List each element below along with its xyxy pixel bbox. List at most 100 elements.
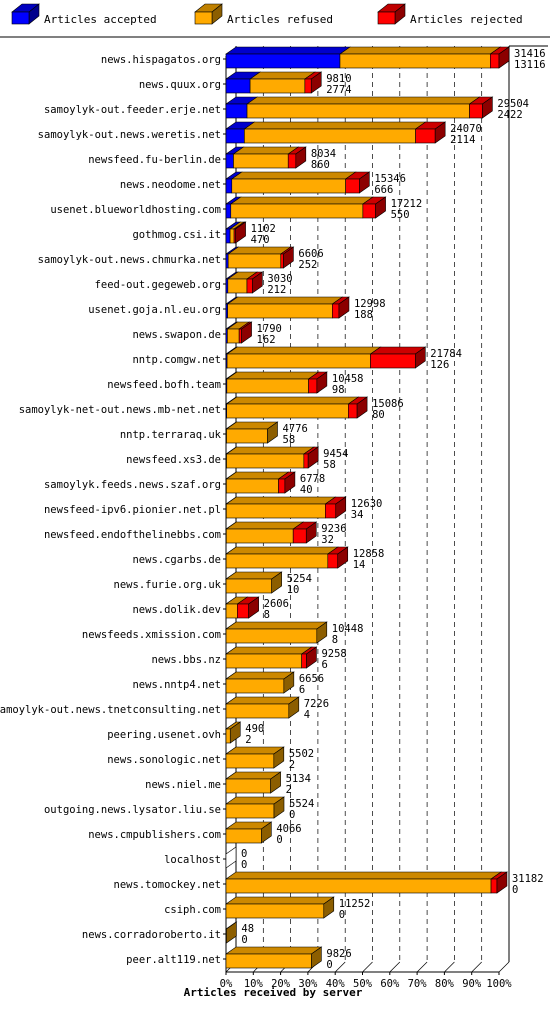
bar-segment <box>228 279 247 293</box>
bar-segment-top <box>340 47 500 54</box>
accepted-value-label: 0 <box>276 834 282 846</box>
grid-floor-line <box>390 962 400 972</box>
legend-item: Articles accepted <box>12 4 157 26</box>
legend-item: Articles refused <box>195 4 333 26</box>
bar-segment <box>226 629 317 643</box>
category-label: samoylyk-out.news.weretis.net <box>38 129 221 141</box>
accepted-value-label: 10 <box>287 584 300 596</box>
bar-segment-top <box>226 497 335 504</box>
grid-floor-line <box>417 962 427 972</box>
legend-swatch <box>378 12 395 24</box>
bar-segment <box>302 654 307 668</box>
bar-segment-top <box>250 72 315 79</box>
category-label: outgoing.news.lysator.liu.se <box>44 804 221 816</box>
accepted-value-label: 2422 <box>497 109 522 121</box>
accepted-value-label: 13116 <box>514 59 546 71</box>
bar-segment <box>226 604 237 618</box>
category-label: news.corradoroberto.it <box>82 929 221 941</box>
bar-segment <box>239 329 241 343</box>
accepted-value-label: 550 <box>391 209 410 221</box>
accepted-value-label: 6 <box>321 659 327 671</box>
category-label: samoylyk-out.news.tnetconsulting.net <box>0 704 221 716</box>
accepted-value-label: 0 <box>339 909 345 921</box>
bar-segment-top <box>227 447 314 454</box>
category-label: nntp.comgw.net <box>132 354 221 366</box>
accepted-value-label: 2774 <box>326 84 351 96</box>
accepted-value-label: 2114 <box>450 134 475 146</box>
bar-segment <box>348 404 357 418</box>
category-label: samoylyk.feeds.news.szaf.org <box>44 479 221 491</box>
bar-segment-top <box>231 197 373 204</box>
category-label: news.dolik.dev <box>132 604 221 616</box>
bar-segment <box>226 479 278 493</box>
category-label: nntp.terraraq.uk <box>120 429 222 441</box>
category-label: localhost <box>164 854 221 866</box>
bar-segment <box>247 104 469 118</box>
category-label: usenet.goja.nl.eu.org <box>88 304 221 316</box>
bar-segment <box>226 79 250 93</box>
accepted-value-label: 126 <box>430 359 449 371</box>
accepted-value-label: 162 <box>257 334 276 346</box>
bar-segment <box>346 179 360 193</box>
bar-segment <box>226 779 271 793</box>
legend-label: Articles rejected <box>410 13 523 26</box>
bar-segment <box>228 254 281 268</box>
bar-empty-cap <box>226 847 236 868</box>
x-tick-label: 100% <box>486 978 512 990</box>
category-label: newsfeed.fu-berlin.de <box>88 154 221 166</box>
bar-segment <box>332 304 339 318</box>
accepted-value-label: 0 <box>289 809 295 821</box>
bar-segment <box>281 254 284 268</box>
accepted-value-label: 98 <box>332 384 345 396</box>
accepted-value-label: 58 <box>283 434 296 446</box>
bar-segment <box>226 129 244 143</box>
legend: Articles accepted Articles refused Article… <box>12 4 523 26</box>
bar-segment <box>309 379 317 393</box>
bar-segment-top <box>226 697 299 704</box>
bar-segment-top <box>226 647 312 654</box>
accepted-value-label: 8 <box>264 609 270 621</box>
category-label: news.sonologic.net <box>107 754 221 766</box>
bar-segment <box>227 379 309 393</box>
accepted-value-label: 40 <box>300 484 313 496</box>
bar-segment <box>226 54 340 68</box>
accepted-value-label: 8 <box>332 634 338 646</box>
bar-segment-top <box>247 97 479 104</box>
bar-segment-top <box>226 897 334 904</box>
bar-segment <box>226 829 261 843</box>
accepted-value-label: 6 <box>299 684 305 696</box>
accepted-value-label: 470 <box>251 234 270 246</box>
category-label: news.swapon.de <box>132 329 221 341</box>
bar-segment <box>226 529 293 543</box>
bar-segment <box>226 229 230 243</box>
bar-segment-top <box>226 672 294 679</box>
bar-segment-top <box>233 147 298 154</box>
accepted-value-label: 58 <box>323 459 336 471</box>
bar-segment-top <box>228 247 291 254</box>
category-label: news.niel.me <box>145 779 221 791</box>
bar-segment <box>226 679 284 693</box>
bar-segment <box>226 104 247 118</box>
accepted-value-label: 212 <box>267 284 286 296</box>
bar-segment-top <box>226 472 288 479</box>
bar-segment <box>325 504 335 518</box>
category-label: newsfeed.xs3.de <box>126 454 221 466</box>
category-label: news.neodome.net <box>120 179 221 191</box>
category-label: peer.alt119.net <box>126 954 221 966</box>
legend-label: Articles refused <box>227 13 333 26</box>
bar-segment <box>304 454 308 468</box>
bar-segment <box>226 254 228 268</box>
